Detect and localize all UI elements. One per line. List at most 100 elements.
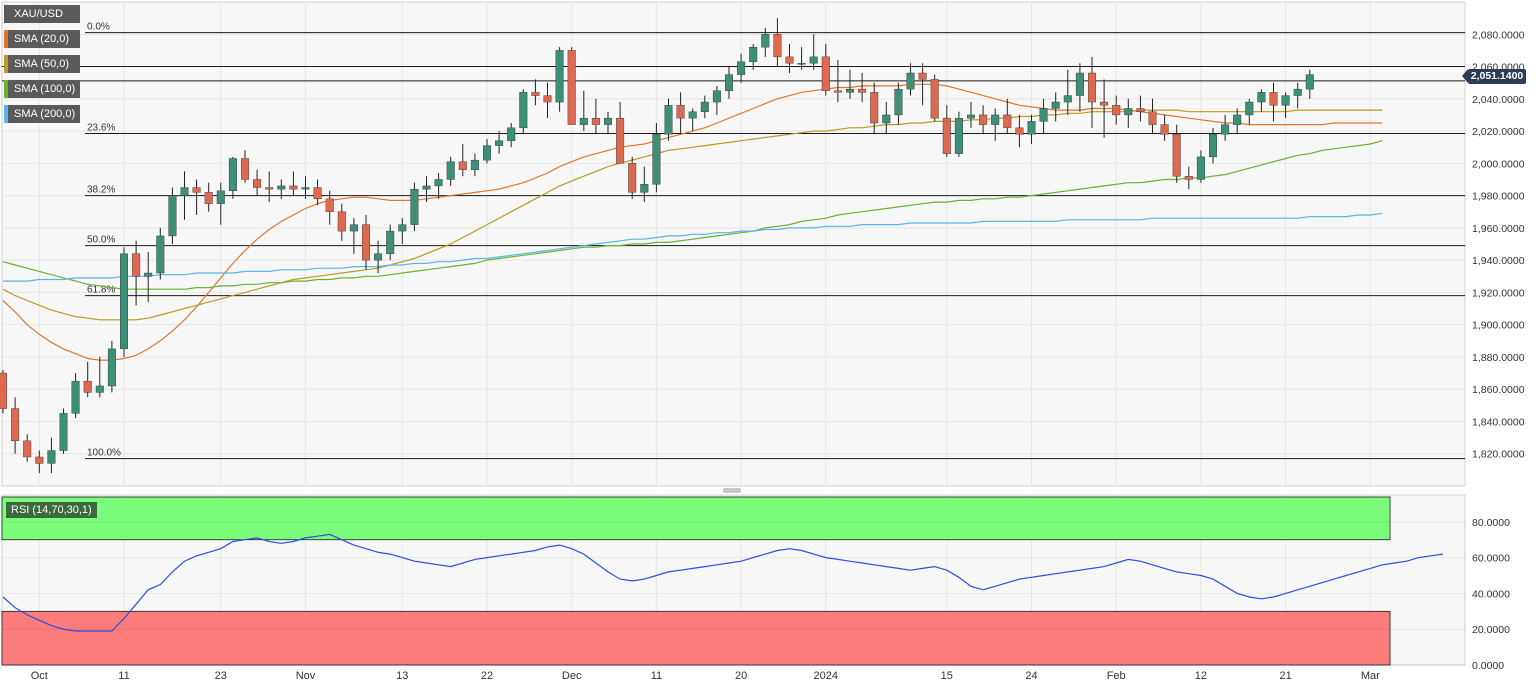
panel-resize-handle[interactable]	[723, 488, 741, 493]
candle	[1087, 56, 1096, 128]
candle-body	[1257, 92, 1266, 103]
candle	[785, 43, 794, 73]
y-tick-label: 2,080.0000	[1472, 29, 1525, 41]
candle	[470, 153, 479, 177]
sma-line	[3, 212, 1383, 282]
candle-body	[1221, 124, 1230, 135]
candle-body	[640, 184, 649, 193]
x-tick-label: Feb	[1107, 670, 1126, 682]
candle-body	[253, 179, 262, 188]
legend-item-sma-200[interactable]: SMA (200,0)	[4, 105, 81, 123]
candle-body	[1172, 134, 1181, 177]
candle	[1172, 124, 1181, 183]
legend-item-sma-20[interactable]: SMA (20,0)	[4, 30, 81, 48]
legend-item-sma-50[interactable]: SMA (50,0)	[4, 55, 81, 73]
x-tick-label: Nov	[296, 670, 316, 682]
candle	[1233, 108, 1242, 135]
candle-body	[107, 348, 116, 387]
candle	[1136, 95, 1145, 122]
legend-item-sma-100[interactable]: SMA (100,0)	[4, 80, 81, 98]
legend-label: SMA (50,0)	[14, 58, 70, 70]
candle	[1208, 127, 1217, 164]
legend-item-xauusd[interactable]: XAU/USD	[4, 5, 81, 23]
rsi-legend-label[interactable]: RSI (14,70,30,1)	[6, 502, 97, 518]
candle-body	[979, 114, 988, 125]
candle	[1245, 98, 1254, 125]
x-tick-label: 2024	[814, 670, 838, 682]
candle-body	[1015, 127, 1024, 135]
legend-label: SMA (20,0)	[14, 33, 70, 45]
candle-body	[313, 187, 322, 200]
candle-body	[119, 253, 128, 350]
candle-body	[71, 380, 80, 414]
legend-swatch-icon	[4, 55, 8, 73]
candle	[23, 434, 32, 462]
candle-body	[168, 195, 177, 237]
candle	[591, 98, 600, 135]
candle-body	[579, 117, 588, 125]
candle-body	[664, 105, 673, 135]
candle	[1257, 89, 1266, 112]
candle-body	[1003, 114, 1012, 129]
candle	[47, 437, 56, 474]
y-tick-label: 1,960.0000	[1472, 223, 1525, 235]
rsi-line	[2, 533, 1443, 632]
candle	[1039, 98, 1048, 135]
candle-body	[11, 408, 20, 442]
fib-label: 100.0%	[87, 448, 121, 459]
candle-body	[543, 95, 552, 103]
candle	[797, 47, 806, 70]
candle	[1124, 98, 1133, 128]
x-tick-label: 11	[118, 670, 129, 682]
candle	[1100, 79, 1109, 138]
rsi-y-tick-label: 40.0000	[1472, 588, 1510, 600]
candle-body	[882, 114, 891, 124]
fib-label: 0.0%	[87, 22, 110, 33]
candle-body	[531, 92, 540, 96]
candle	[1015, 114, 1024, 148]
candle	[579, 90, 588, 132]
candle-body	[374, 253, 383, 261]
fib-label: 61.8%	[87, 285, 115, 296]
candle	[567, 47, 576, 125]
candle-body	[1063, 95, 1072, 103]
candle	[1027, 114, 1036, 144]
y-tick-label: 1,840.0000	[1472, 416, 1525, 428]
candle-body	[1233, 114, 1242, 125]
legend-label: XAU/USD	[14, 8, 63, 20]
candle-body	[749, 46, 758, 62]
candle-body	[616, 117, 625, 164]
legend-swatch-icon	[4, 105, 8, 123]
candle	[628, 156, 637, 199]
candle	[168, 187, 177, 244]
candle-body	[144, 272, 153, 277]
y-tick-label: 1,920.0000	[1472, 287, 1525, 299]
candle-body	[1148, 111, 1157, 125]
candle	[652, 123, 661, 193]
y-tick-label: 2,040.0000	[1472, 94, 1525, 106]
candle	[1269, 82, 1278, 122]
candle-body	[446, 161, 455, 180]
candle-body	[325, 198, 334, 212]
candle-body	[604, 117, 613, 125]
x-tick-label: 13	[396, 670, 408, 682]
x-tick-label: Oct	[31, 670, 48, 682]
candle	[1112, 95, 1121, 125]
x-tick-label: 24	[1025, 670, 1037, 682]
candle-body	[192, 187, 201, 193]
x-tick-label: 23	[215, 670, 227, 682]
x-tick-label: Mar	[1361, 670, 1380, 682]
candle-body	[567, 50, 576, 125]
candle	[422, 176, 431, 203]
candle-body	[1112, 105, 1121, 116]
candle-body	[47, 450, 56, 464]
candle	[240, 150, 249, 183]
candle	[1063, 69, 1072, 115]
legend-swatch-icon	[4, 5, 8, 23]
candle-body	[132, 253, 141, 277]
candle-body	[289, 185, 298, 190]
candle	[0, 369, 8, 414]
candle	[882, 102, 891, 135]
